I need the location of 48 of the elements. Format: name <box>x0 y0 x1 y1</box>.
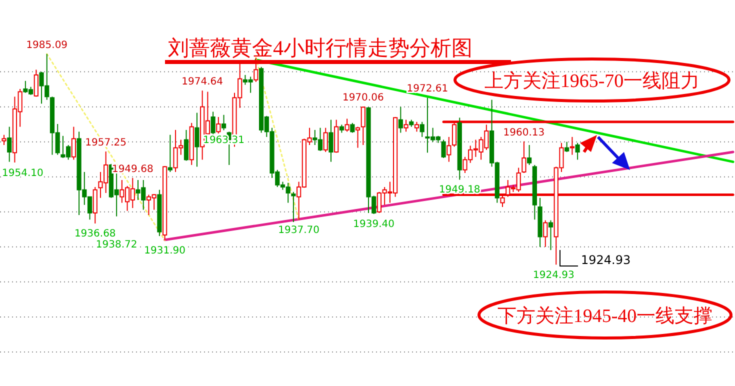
candlestick <box>291 191 296 223</box>
annotation: 1957.25 <box>85 137 127 148</box>
annotation: 1937.70 <box>278 224 320 236</box>
candlestick <box>71 126 76 160</box>
annotation: 1924.93 <box>581 253 631 267</box>
candlestick <box>254 57 258 82</box>
candlestick <box>414 121 420 132</box>
candlestick <box>184 129 189 162</box>
annotation: 1974.64 <box>182 76 224 88</box>
candlestick <box>350 122 355 134</box>
candlestick <box>575 142 580 160</box>
text: 刘蔷薇黄金4小时行情走势分析图 <box>168 36 472 60</box>
candlestick <box>564 141 570 152</box>
annotation: 1949.18 <box>438 184 480 196</box>
candlestick <box>92 186 98 224</box>
annotation: 1960.13 <box>503 127 545 138</box>
candlestick <box>216 116 221 134</box>
candlestick <box>527 144 532 166</box>
annotation: 1931.90 <box>144 245 186 256</box>
candlestick <box>323 127 328 152</box>
annotation: 1936.68 <box>74 228 116 240</box>
annotation: 上方关注1965-70一线阻力 <box>484 70 700 92</box>
candlestick <box>441 139 446 158</box>
candlestick <box>570 136 574 156</box>
candlestick <box>7 126 12 162</box>
candlestick <box>34 69 38 98</box>
candlestick <box>360 106 366 146</box>
candlestick <box>168 134 172 172</box>
annotation: 1939.40 <box>353 218 395 230</box>
candlestick <box>420 121 424 138</box>
candlestick <box>328 119 334 162</box>
annotation: 下方关注1945-40一线支撑 <box>497 305 713 327</box>
candlestick <box>398 106 403 134</box>
annotation: 1954.10 <box>2 168 44 179</box>
candlestick <box>548 220 554 251</box>
candlestick <box>2 134 6 146</box>
candlestick <box>344 118 350 132</box>
annotation: 1972.61 <box>406 84 448 95</box>
candlestick <box>194 112 200 168</box>
annotation: 1924.93 <box>533 270 574 281</box>
candlestick <box>522 140 526 174</box>
candlestick <box>404 119 408 132</box>
candlestick <box>221 114 226 131</box>
candlestick <box>543 220 548 248</box>
annotation: 1985.09 <box>26 40 68 51</box>
annotation: 1938.72 <box>96 240 138 251</box>
annotation: 1970.06 <box>342 92 384 104</box>
candlestick <box>355 126 360 148</box>
